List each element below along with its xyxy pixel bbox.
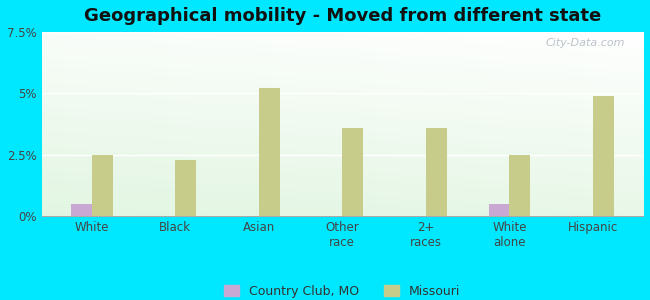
- Bar: [71, 204, 92, 216]
- Text: City-Data.com: City-Data.com: [545, 38, 625, 48]
- Bar: [343, 128, 363, 216]
- Bar: [426, 128, 447, 216]
- Title: Geographical mobility - Moved from different state: Geographical mobility - Moved from diffe…: [84, 7, 601, 25]
- Bar: [259, 88, 280, 216]
- Legend: Country Club, MO, Missouri: Country Club, MO, Missouri: [224, 285, 461, 298]
- Bar: [593, 96, 614, 216]
- Bar: [489, 204, 510, 216]
- Bar: [510, 155, 530, 216]
- Bar: [176, 160, 196, 216]
- Bar: [92, 155, 112, 216]
